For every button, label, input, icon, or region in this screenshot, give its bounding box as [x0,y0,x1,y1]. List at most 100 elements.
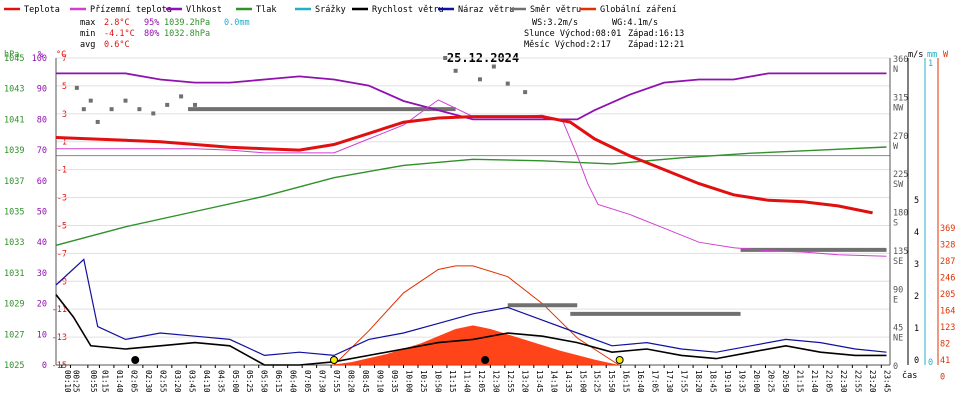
sun-moon-marker [330,356,338,364]
legend-label: Rychlost větru [372,5,444,15]
tick-label-time: 21:15 [795,370,804,393]
tick-label-time: 19:10 [723,370,732,393]
tick-label-time: 14:35 [564,370,573,393]
stat-max-temp: 2.8°C [104,18,130,28]
stat-rain: 0.0mm [224,18,250,28]
tick-label-pct: 40 [37,238,47,248]
temperature-line [55,115,873,215]
axes: hPa% °C1045104310411039103710351033103110… [4,50,955,393]
wind-dir-point [81,107,86,112]
tick-label-pct: 80 [37,115,47,125]
tick-label-pct: 70 [37,146,47,156]
plot-area [55,56,887,366]
tick-label-temp: 5 [62,82,67,92]
wind-speed-line [55,294,887,366]
tick-label-pct: 50 [37,208,47,218]
tick-label-time: 17:30 [665,370,674,393]
tick-label-time: 10:00 [405,370,414,393]
tick-label-time: 23:45 [882,370,891,393]
tick-label-wind: 1 [914,324,919,334]
tick-label-time: 15:00 [578,370,587,393]
tick-label-time: 09:35 [390,370,399,393]
tick-label-hpa: 1039 [4,146,24,156]
radiation-theoretical-line [333,265,620,366]
tick-label-dir: 90 [893,285,903,295]
tick-label-temp: 1 [62,138,67,148]
tick-label-time: 04:10 [202,370,211,393]
humidity-line [56,72,887,121]
tick-label-rad: 164 [940,307,955,317]
tick-label-dir: 0 [893,362,898,372]
tick-label-hpa: 1029 [4,300,24,310]
axis-unit-temp: °C [56,50,66,60]
legend-label: Teplota [24,5,60,15]
legend-label: Směr větru [530,5,581,15]
tick-label-time: 17:05 [651,370,660,393]
tick-label-wind: 4 [914,228,919,238]
stat-moon-set: Západ:12:21 [628,40,684,50]
tick-label-rad: 369 [940,224,955,234]
tick-label-dir: 45 [893,324,903,334]
axis-unit-rain: mm [927,50,937,60]
wind-dir-point [74,85,79,90]
tick-label-rain: 0 [928,358,933,368]
axis-unit-hpa: hPa [4,50,19,60]
tick-label-dir: 315 [893,93,908,103]
tick-label-rad: 0 [940,373,945,383]
tick-label-time: 02:30 [144,370,153,393]
tick-label-time: 00:55 [89,370,98,393]
tick-label-time: 07:30 [318,370,327,393]
stat-avg-label: avg [80,40,95,50]
tick-label-time: 00:25 [71,370,80,393]
sun-moon-marker [481,356,490,364]
tick-label-rad: 41 [940,356,950,366]
tick-label-hpa: 1027 [4,330,24,340]
legend-label: Srážky [315,5,346,15]
tick-label-dir-name: W [893,142,899,152]
tick-label-time: 05:50 [260,370,269,393]
tick-label-temp: -7 [57,249,67,259]
tick-label-dir-name: S [893,219,898,229]
wind-dir-point [123,98,128,103]
wind-dir-point [95,119,100,124]
tick-label-hpa: 1043 [4,85,24,95]
tick-label-dir-name: SE [893,257,903,267]
wind-gust-line [55,258,887,357]
wind-dir-point [477,77,482,82]
tick-label-temp: -11 [52,305,67,315]
wind-dir-point [505,81,510,86]
sun-moon-marker [131,356,140,364]
legend-label: Tlak [256,5,276,15]
tick-label-time: 06:40 [289,370,298,393]
tick-label-wind: 0 [914,356,919,366]
stat-avg-temp: 0.6°C [104,40,130,50]
wind-dir-point [193,102,197,107]
tick-label-temp: -3 [57,194,67,204]
legend-label: Vlhkost [186,5,222,15]
tick-label-time: 09:10 [376,370,385,393]
tick-label-rad: 205 [940,290,955,300]
tick-label-time: 11:15 [448,370,457,393]
tick-label-rad: 287 [940,257,955,267]
tick-label-time: 22:55 [853,370,862,393]
wind-dir-point [491,64,496,69]
axis-unit-wind: m/s [908,50,923,60]
tick-label-time: 03:20 [173,370,182,393]
tick-label-temp: -9 [57,277,67,287]
tick-label-pct: 10 [37,330,47,340]
tick-label-time: 05:00 [231,370,240,393]
tick-label-dir: 180 [893,209,908,219]
tick-label-time: 06:15 [274,370,283,393]
tick-label-time: 10:25 [419,370,428,393]
x-axis-label: čas [902,370,917,381]
tick-label-temp: -13 [52,333,67,343]
axis-unit-pct: % [38,50,43,60]
wind-dir-point [151,111,156,116]
stat-moon-rise: Měsíc Východ:2:17 [524,40,611,50]
tick-label-temp: -5 [57,221,67,231]
tick-label-temp: 7 [62,54,67,64]
tick-label-time: 01:40 [115,370,124,393]
tick-label-dir-name: NE [893,334,903,344]
tick-label-wind: 2 [914,292,919,302]
